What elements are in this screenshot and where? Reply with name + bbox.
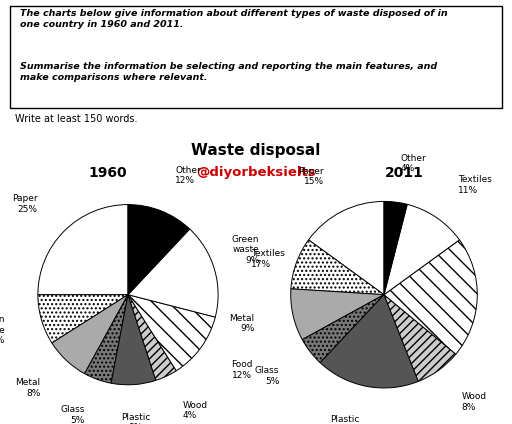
Text: Summarise the information be selecting and reporting the main features, and
make: Summarise the information be selecting a… [20, 62, 437, 82]
Text: Textiles
17%: Textiles 17% [251, 249, 285, 269]
Wedge shape [384, 295, 456, 382]
Text: Metal
9%: Metal 9% [229, 314, 255, 333]
Text: 1960: 1960 [88, 166, 127, 180]
Wedge shape [111, 295, 156, 385]
Text: Green
waste
9%: Green waste 9% [0, 315, 5, 345]
Wedge shape [38, 295, 128, 343]
Text: Waste disposal: Waste disposal [191, 143, 321, 158]
Wedge shape [291, 240, 384, 295]
Wedge shape [38, 204, 128, 295]
Wedge shape [128, 295, 215, 371]
Wedge shape [309, 201, 384, 295]
Text: Green
waste
9%: Green waste 9% [232, 235, 260, 265]
Text: Metal
8%: Metal 8% [15, 378, 40, 398]
Wedge shape [384, 240, 477, 354]
Text: Glass
5%: Glass 5% [255, 366, 280, 385]
Text: Textiles
11%: Textiles 11% [458, 176, 493, 195]
Text: Write at least 150 words.: Write at least 150 words. [15, 114, 138, 124]
Wedge shape [128, 204, 189, 295]
Text: Paper
15%: Paper 15% [298, 167, 324, 187]
Wedge shape [384, 204, 459, 295]
Wedge shape [84, 295, 128, 383]
Wedge shape [128, 229, 218, 317]
Wedge shape [320, 295, 418, 388]
Wedge shape [384, 201, 407, 295]
Text: The charts below give information about different types of waste disposed of in
: The charts below give information about … [20, 9, 447, 29]
Text: Other
4%: Other 4% [400, 153, 426, 173]
Wedge shape [52, 295, 128, 374]
Text: @diyorbeksielts: @diyorbeksielts [196, 166, 316, 179]
Text: Plastic
18%: Plastic 18% [330, 415, 359, 424]
Wedge shape [302, 295, 384, 363]
Text: Wood
8%: Wood 8% [462, 392, 487, 412]
Text: 2011: 2011 [385, 166, 424, 180]
Text: Glass
5%: Glass 5% [60, 405, 84, 424]
Text: Wood
4%: Wood 4% [182, 401, 207, 420]
Wedge shape [291, 289, 384, 340]
Text: Plastic
8%: Plastic 8% [121, 413, 151, 424]
Text: Food
12%: Food 12% [231, 360, 253, 379]
FancyBboxPatch shape [10, 6, 502, 108]
Wedge shape [128, 295, 176, 380]
Text: Paper
25%: Paper 25% [12, 195, 37, 214]
Text: Other
12%: Other 12% [175, 166, 201, 185]
